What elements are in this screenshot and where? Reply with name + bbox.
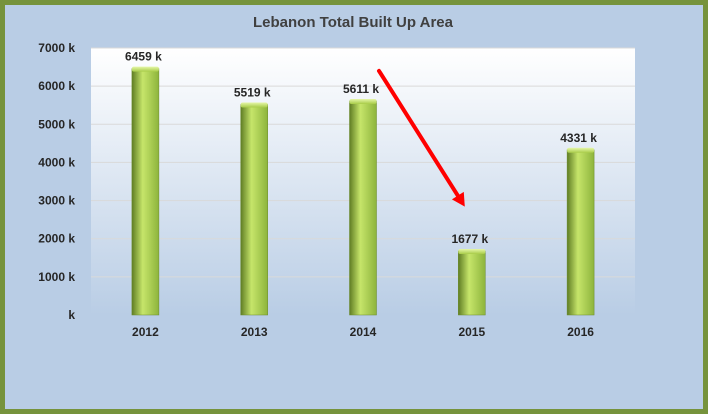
y-tick-label: 5000 k	[38, 117, 75, 131]
bar-top-2012	[131, 66, 159, 72]
x-tick-label: 2012	[132, 325, 159, 339]
bars	[131, 66, 595, 316]
bar-2013	[240, 104, 268, 316]
y-axis-tick-labels: k 1000 k 2000 k 3000 k 4000 k 5000 k 6000 k 700…	[38, 41, 75, 322]
y-tick-label: 1000 k	[38, 270, 75, 284]
data-label: 5519 k	[234, 85, 271, 99]
bar-2014	[349, 100, 377, 316]
data-label: 1677 k	[451, 232, 488, 246]
data-label: 6459 k	[125, 50, 162, 64]
annotation-arrow-line	[377, 68, 460, 198]
y-tick-label: 7000 k	[38, 41, 75, 55]
bar-2015	[458, 250, 486, 316]
x-tick-label: 2015	[458, 325, 485, 339]
bar-top-2014	[349, 98, 377, 104]
data-label: 4331 k	[560, 131, 597, 145]
x-tick-label: 2016	[567, 325, 594, 339]
y-tick-label: k	[68, 308, 75, 322]
annotations	[377, 68, 465, 207]
bar-top-2016	[567, 147, 595, 153]
bar-2012	[131, 68, 160, 316]
y-tick-label: 3000 k	[38, 194, 75, 208]
x-axis-tick-labels: 2012 2013 2014 2015 2016	[132, 325, 594, 339]
y-tick-label: 2000 k	[38, 232, 75, 246]
x-tick-label: 2013	[241, 325, 268, 339]
data-label: 5611 k	[343, 82, 379, 96]
y-tick-label: 6000 k	[38, 79, 75, 93]
bar-top-2015	[458, 249, 486, 255]
y-tick-label: 4000 k	[38, 155, 75, 169]
x-tick-label: 2014	[350, 325, 377, 339]
data-labels: 6459 k 5519 k 5611 k 1677 k 4331 k	[125, 50, 597, 246]
bar-2016	[566, 149, 595, 316]
chart-title: Lebanon Total Built Up Area	[253, 14, 454, 31]
bar-top-2013	[240, 102, 268, 108]
annotation-arrow-head	[451, 191, 465, 207]
